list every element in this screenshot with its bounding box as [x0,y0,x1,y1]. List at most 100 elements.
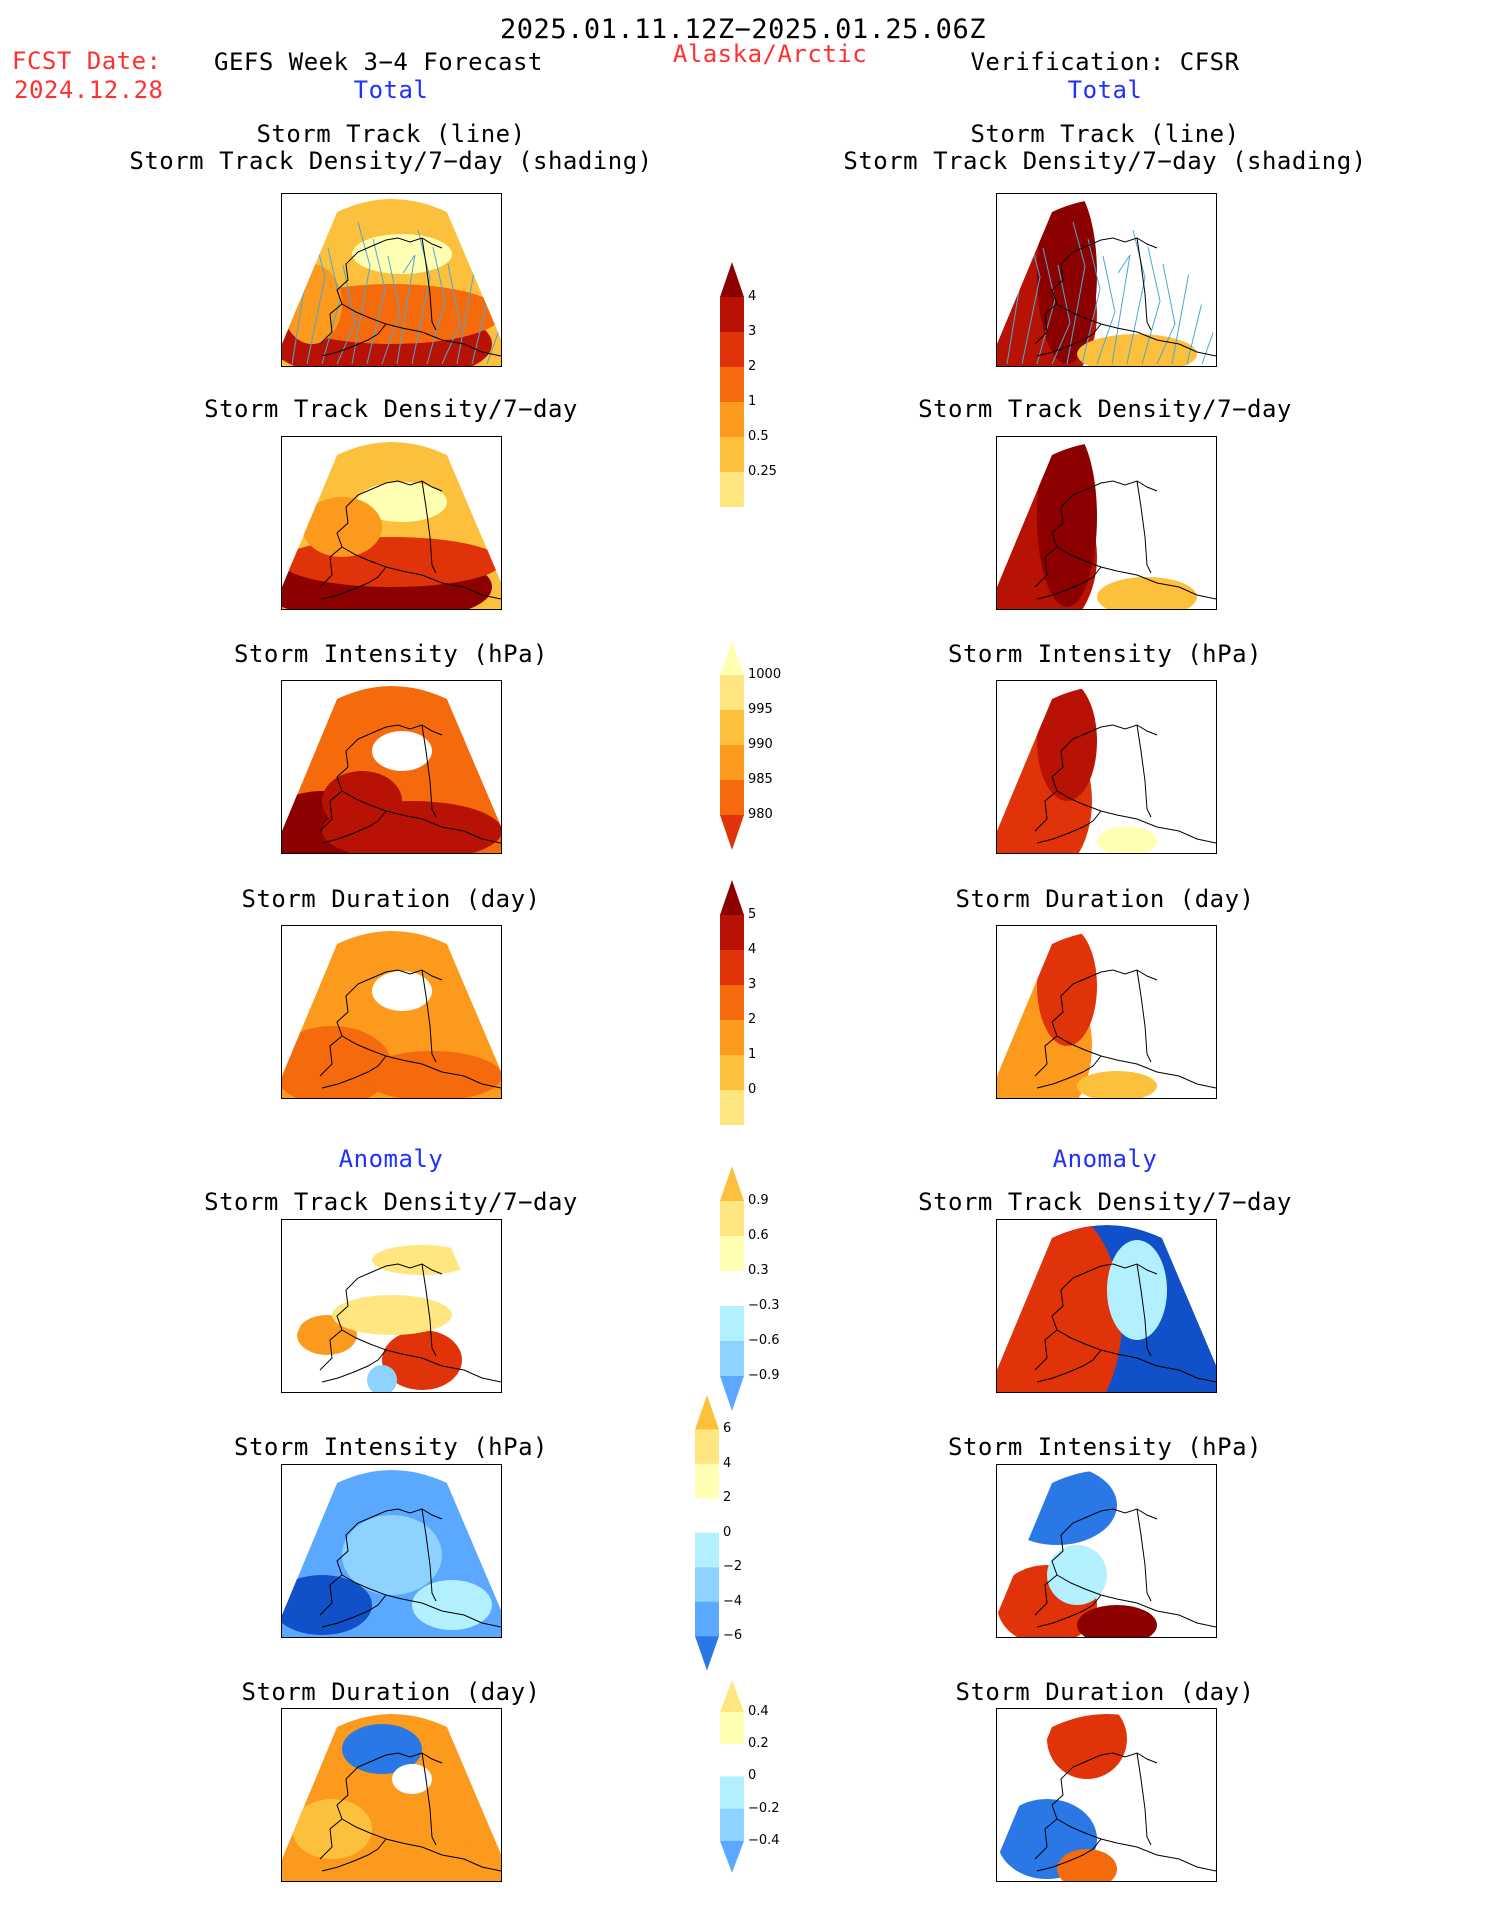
colorbar-swatch [720,640,744,675]
title-track-density-shading-right: Storm Track Density/7−day (shading) [843,147,1367,175]
colorbar-tick-label: 985 [748,772,773,787]
colorbar-tick-label: 1 [748,394,757,409]
colorbar-swatch [720,1020,744,1055]
colorbar-density-total: 4 3 2 1 0.5 0.25 [715,262,795,542]
colorbar-tick-label: 0 [723,1524,732,1540]
shading-region [372,731,432,771]
region-title: Alaska/Arctic [672,40,868,68]
model-title: GEFS Week 3−4 Forecast [214,48,543,76]
shading-region [402,1839,482,1879]
colorbar-tick-label: 980 [748,807,773,822]
colorbar-swatch [720,1341,744,1376]
shading-region [1077,1071,1157,1098]
colorbar-tick-label: −0.3 [748,1298,780,1313]
verification-title: Verification: CFSR [970,48,1240,76]
total-label-right: Total [1067,76,1143,104]
shading-region [1037,442,1097,607]
coastline [1034,237,1216,357]
colorbar-swatch [720,367,744,402]
colorbar-swatches [695,1395,719,1671]
colorbar-tick-label: −0.4 [748,1832,780,1848]
shading-region [342,1515,442,1595]
map-shading [282,1225,501,1392]
colorbar-swatch [720,915,744,950]
shading-region [372,971,432,1011]
colorbar-swatch [720,1744,744,1777]
colorbar-tick-label: 0.2 [748,1736,769,1752]
coastline [1034,480,1216,600]
colorbar-swatch [695,1463,719,1499]
shading-region [357,482,447,522]
coastline [319,969,501,1089]
coastline [319,237,501,357]
colorbar-tick-label: 0.9 [748,1193,769,1208]
shading-region [382,1330,462,1390]
shading-region [332,1295,452,1335]
colorbar-swatch [720,297,744,332]
coastline [319,1752,501,1872]
colorbar-swatch [720,437,744,472]
shading-region [282,1026,392,1098]
colorbar-tick-label: 0 [748,1768,757,1784]
colorbar-swatch [720,1840,744,1873]
colorbar-tick-label: 6 [723,1421,732,1437]
colorbar-tick-label: 0.3 [748,1263,769,1278]
colorbar-intensity-anom: 6 4 2 0 −2 −4 −6 [690,1395,770,1705]
colorbar-swatch [720,402,744,437]
colorbar-tick-label: 3 [748,324,757,339]
colorbar-swatch [720,745,744,780]
shading-region [292,1799,372,1859]
colorbar-swatch [695,1429,719,1464]
title-track-line-right: Storm Track (line) [970,120,1240,148]
colorbar-intensity-total: 1000 995 990 985 980 [715,640,795,885]
colorbar-swatch [720,1271,744,1306]
anomaly-label-right: Anomaly [1052,1145,1158,1173]
title-anom-duration-right: Storm Duration (day) [955,1678,1255,1706]
map-shading [997,1225,1216,1392]
colorbar-swatch [695,1636,719,1671]
shading-region [362,1051,501,1098]
title-track-density-shading-left: Storm Track Density/7−day (shading) [129,147,653,175]
colorbar-swatch [720,1166,744,1201]
map-duration-verification [996,925,1217,1099]
title-intensity-left: Storm Intensity (hPa) [234,640,548,668]
shading-region [282,264,342,344]
shading-region [1107,1240,1167,1340]
colorbar-duration-anom: 0.4 0.2 0 −0.2 −0.4 [715,1680,795,1905]
map-track-line-verification [996,193,1217,367]
colorbar-swatch [720,880,744,915]
total-label-left: Total [353,76,429,104]
map-track-density-forecast [281,436,502,610]
colorbar-swatch [720,332,744,367]
title-duration-left: Storm Duration (day) [241,885,541,913]
title-intensity-right: Storm Intensity (hPa) [948,640,1262,668]
map-shading [997,1470,1216,1637]
colorbar-swatch [720,780,744,815]
colorbar-tick-label: 0 [748,1082,757,1097]
colorbar-swatch [695,1498,719,1533]
map-anom-duration-forecast [281,1708,502,1882]
colorbar-swatches [720,262,744,507]
coastline [1034,969,1216,1089]
colorbar-tick-label: 5 [748,907,757,922]
colorbar-tick-label: 1000 [748,667,782,682]
colorbar-swatch [720,950,744,985]
title-track-line-left: Storm Track (line) [256,120,526,148]
coastline [1034,1263,1216,1383]
colorbar-swatch [720,472,744,507]
colorbar-tick-label: 0.25 [748,464,777,479]
map-shading [282,931,501,1098]
fcst-date-value: 2024.12.28 [14,76,164,104]
title-track-density-left: Storm Track Density/7−day [204,395,578,423]
fcst-date-label: FCST Date: [12,47,162,75]
title-anom-intensity-left: Storm Intensity (hPa) [234,1433,548,1461]
map-anom-density-verification [996,1219,1217,1393]
map-shading [997,686,1216,853]
colorbar-tick-label: 2 [723,1490,732,1506]
colorbar-tick-label: 990 [748,737,773,752]
colorbar-tick-label: −0.2 [748,1800,780,1816]
shading-region [392,1764,432,1794]
coastline [1034,724,1216,844]
map-duration-forecast [281,925,502,1099]
colorbar-tick-label: 4 [748,289,757,304]
